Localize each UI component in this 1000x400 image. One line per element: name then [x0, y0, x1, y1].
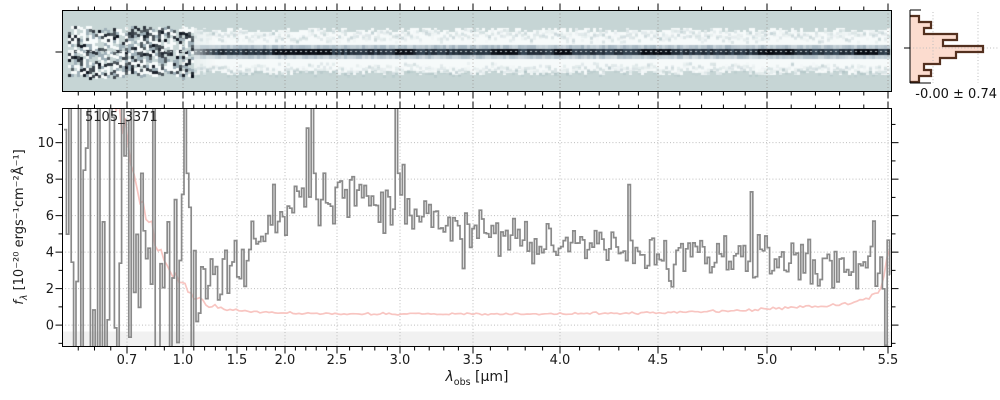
y-axis-label-subscript: λ — [18, 294, 30, 301]
source-id-label: 5105_3371 — [85, 110, 158, 125]
histogram-outline — [910, 14, 985, 84]
x-tick-label: 5.0 — [757, 353, 778, 368]
main-panel-spines — [62, 108, 892, 347]
flux-step-line — [64, 108, 891, 347]
main-gridlines — [62, 108, 892, 347]
y-axis-label-symbol: f — [12, 300, 28, 305]
x-tick-label: 1.5 — [227, 353, 248, 368]
axis-ticks — [55, 3, 899, 354]
x-tick-label: 2.5 — [327, 353, 348, 368]
y-axis-label: fλ [10⁻²⁰ ergs⁻¹cm⁻²Å⁻¹] — [12, 149, 30, 305]
x-axis-label-subscript: obs — [453, 376, 471, 388]
2d-panel-gridlines — [126, 10, 889, 92]
x-axis-label: λobs [μm] — [62, 369, 892, 388]
x-tick-label: 4.5 — [648, 353, 669, 368]
y-tick-label: 8 — [46, 173, 54, 188]
uncertainty-line — [114, 108, 891, 316]
y-tick-label: 0 — [46, 319, 54, 334]
2d-panel-spines — [62, 10, 892, 92]
x-tick-labels: 0.7 1.0 1.5 2.0 2.5 3.0 3.5 4.0 4.5 5.0 5.5 — [117, 353, 899, 368]
y-tick-labels: 0 2 4 6 8 10 — [37, 136, 54, 333]
histogram-spines — [904, 9, 931, 84]
histogram-fill — [910, 16, 983, 82]
x-tick-label: 2.0 — [275, 353, 296, 368]
main-panel-content — [62, 108, 892, 347]
x-axis-label-unit: [μm] — [470, 369, 509, 385]
x-tick-label: 3.0 — [390, 353, 411, 368]
x-tick-label: 4.0 — [550, 353, 571, 368]
y-tick-label: 4 — [46, 246, 54, 261]
y-tick-label: 2 — [46, 282, 54, 297]
residual-stat-label: -0.00 ± 0.74 — [915, 87, 997, 102]
y-tick-label: 6 — [46, 209, 54, 224]
x-tick-label: 5.5 — [878, 353, 899, 368]
y-axis-label-unit: [10⁻²⁰ ergs⁻¹cm⁻²Å⁻¹] — [12, 149, 28, 295]
x-axis-label-symbol: λ — [445, 369, 454, 385]
spectrum-2d-image — [62, 10, 892, 92]
below-zero-shading — [62, 331, 892, 347]
histogram-gridlines — [910, 12, 998, 83]
x-tick-label: 3.5 — [463, 353, 484, 368]
y-tick-label: 10 — [37, 136, 54, 151]
x-tick-label: 1.0 — [173, 353, 194, 368]
x-tick-label: 0.7 — [117, 353, 138, 368]
